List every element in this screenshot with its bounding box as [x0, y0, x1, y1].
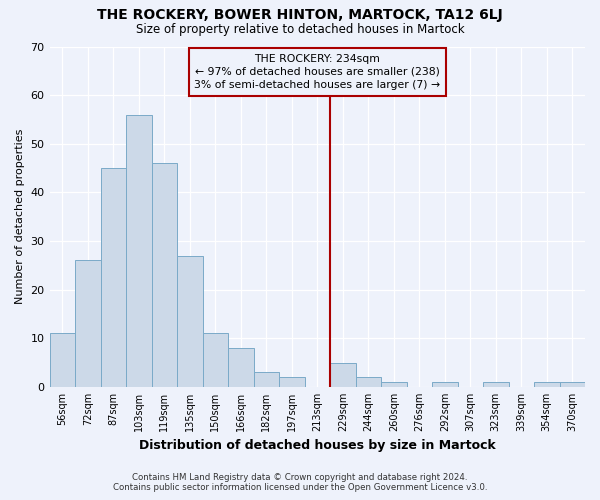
Y-axis label: Number of detached properties: Number of detached properties: [15, 129, 25, 304]
Bar: [381, 382, 407, 387]
Bar: [101, 168, 126, 387]
Bar: [432, 382, 458, 387]
Text: THE ROCKERY, BOWER HINTON, MARTOCK, TA12 6LJ: THE ROCKERY, BOWER HINTON, MARTOCK, TA12…: [97, 8, 503, 22]
Bar: [228, 348, 254, 387]
Bar: [356, 377, 381, 387]
Bar: [560, 382, 585, 387]
Bar: [483, 382, 509, 387]
Bar: [279, 377, 305, 387]
Bar: [203, 334, 228, 387]
Text: THE ROCKERY: 234sqm
← 97% of detached houses are smaller (238)
3% of semi-detach: THE ROCKERY: 234sqm ← 97% of detached ho…: [194, 54, 440, 90]
Bar: [75, 260, 101, 387]
Bar: [254, 372, 279, 387]
Text: Contains HM Land Registry data © Crown copyright and database right 2024.
Contai: Contains HM Land Registry data © Crown c…: [113, 473, 487, 492]
Bar: [534, 382, 560, 387]
Bar: [50, 334, 75, 387]
Bar: [126, 114, 152, 387]
Text: Size of property relative to detached houses in Martock: Size of property relative to detached ho…: [136, 22, 464, 36]
Bar: [330, 362, 356, 387]
X-axis label: Distribution of detached houses by size in Martock: Distribution of detached houses by size …: [139, 440, 496, 452]
Bar: [177, 256, 203, 387]
Bar: [152, 163, 177, 387]
